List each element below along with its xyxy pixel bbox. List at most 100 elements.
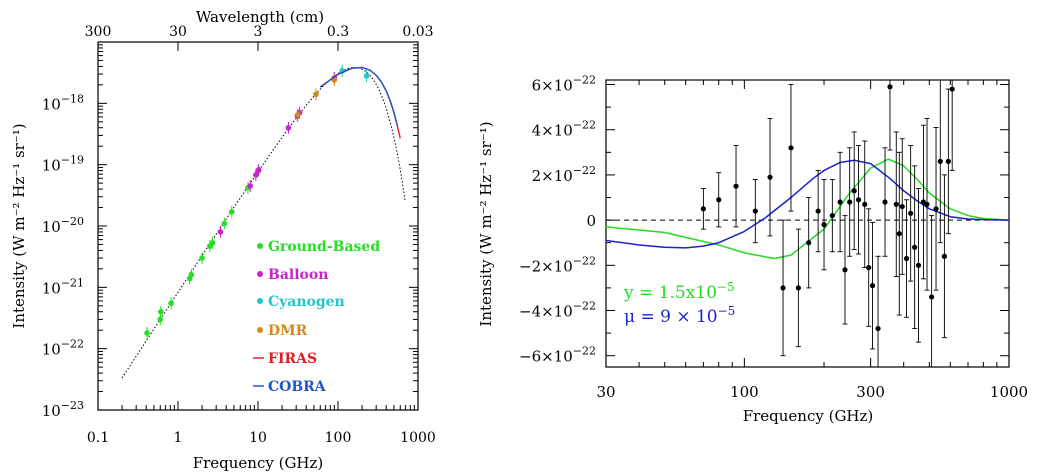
right-x-tick-label: 100 (730, 383, 759, 401)
right-data-point (733, 183, 739, 189)
left-y-tick-label: 10−21 (42, 276, 84, 297)
right-curve-mu-distortion (606, 159, 1009, 249)
right-data-point (806, 240, 812, 246)
right-data-point (937, 158, 943, 164)
left-plot-frame (97, 41, 419, 411)
right-data-point (752, 208, 758, 214)
right-data-point (915, 262, 922, 268)
legend-item-cobra: COBRA (253, 379, 327, 395)
left-plot-area (121, 64, 406, 379)
right-data-point (795, 285, 801, 291)
left-point-balloon (247, 183, 254, 189)
right-data-point (862, 201, 868, 207)
left-y-tick-label: 10−22 (42, 338, 84, 359)
legend-marker-cyanogen (257, 298, 263, 304)
right-data-point (851, 188, 857, 194)
right-x-tick-label: 300 (856, 383, 885, 401)
right-data-point (893, 201, 899, 207)
right-curve-y-distortion (606, 158, 1009, 260)
left-x-tick-label: 1000 (400, 430, 436, 446)
right-plot-area (606, 80, 1009, 367)
left-y-tick-labels: 10−23 10−22 10−21 10−20 10−19 10−18 (42, 92, 84, 420)
right-x-axis-title: Frequency (GHz) (743, 407, 874, 425)
right-data-point (875, 325, 881, 332)
legend-label-firas: FIRAS (268, 351, 317, 367)
left-x-axis-title: Frequency (GHz) (193, 454, 324, 472)
left-x-tick-label: 10 (249, 430, 267, 446)
left-y-tick-label: 10−20 (42, 215, 84, 236)
left-point-cyanogen (363, 73, 370, 79)
right-panel: 30 100 300 1000 6×10−22 4×10−22 2×10−22 0 −2×10… (477, 74, 1028, 425)
right-data-point (899, 203, 905, 210)
right-data-point (716, 197, 722, 203)
right-data-point (887, 84, 893, 90)
right-y-tick-label: 0 (586, 212, 596, 230)
legend-item-cyanogen: Cyanogen (257, 294, 345, 310)
right-ticks (605, 80, 1010, 367)
right-data-point (821, 222, 827, 228)
right-y-tick-labels: 6×10−22 4×10−22 2×10−22 0 −2×10−22 −4×10−22 −6… (519, 74, 596, 366)
right-annotations: y = 1.5x10−5 μ = 9 × 10−5 (623, 280, 735, 327)
left-point-ground-based (168, 300, 174, 307)
left-series-line-cobra (319, 66, 398, 126)
left-top-tick-label: 300 (85, 24, 112, 40)
left-top-tick-label: 3 (254, 24, 263, 40)
right-data-point (896, 231, 902, 237)
left-y-tick-label: 10−19 (42, 154, 84, 175)
legend-item-dmr: DMR (257, 323, 308, 339)
annotation-mu-distortion: μ = 9 × 10−5 (624, 304, 735, 327)
right-data-point (842, 267, 848, 273)
legend-item-balloon: Balloon (257, 267, 328, 283)
right-data-point (866, 264, 872, 271)
right-data-point (869, 283, 876, 289)
right-data-point (941, 253, 947, 259)
legend-label-balloon: Balloon (268, 267, 328, 283)
left-top-tick-labels: 300 30 3 0.3 0.03 (85, 24, 434, 40)
right-x-tick-labels: 30 100 300 1000 (596, 383, 1028, 401)
left-point-ground-based (199, 255, 205, 261)
right-data-point (837, 199, 843, 205)
legend-marker-dmr (257, 327, 263, 333)
left-y-axis-title: Intensity (W m⁻² Hz⁻¹ sr⁻¹) (10, 123, 28, 328)
right-data-point (882, 199, 888, 205)
left-point-ground-based (144, 330, 150, 336)
right-plot-inner (606, 80, 1009, 367)
left-panel: Wavelength (cm) 300 30 3 0.3 0.03 0.1 1 10 100 1… (10, 8, 436, 472)
left-point-balloon (285, 124, 292, 131)
right-data-point (929, 294, 935, 300)
right-data-point (815, 208, 821, 214)
left-top-tick-label: 0.3 (327, 24, 349, 40)
right-data-point (767, 174, 773, 180)
left-legend: Ground-Based Balloon Cyanogen DMR FIRAS … (253, 239, 380, 395)
left-point-balloon (217, 229, 224, 235)
right-data-point (788, 145, 794, 151)
legend-label-ground-based: Ground-Based (268, 239, 380, 255)
right-data-point (780, 285, 786, 291)
legend-marker-balloon (257, 271, 263, 277)
right-data-point (924, 201, 930, 207)
left-point-ground-based (228, 209, 235, 215)
left-x-tick-label: 0.1 (87, 430, 109, 446)
right-y-tick-label: 6×10−22 (532, 74, 596, 95)
right-y-tick-label: −4×10−22 (519, 300, 596, 321)
left-y-tick-label: 10−18 (42, 92, 84, 113)
right-y-tick-label: 4×10−22 (532, 119, 596, 140)
legend-label-dmr: DMR (268, 323, 308, 339)
left-point-balloon (255, 167, 262, 173)
right-data-point (949, 86, 955, 92)
right-data-point (829, 212, 835, 219)
legend-item-firas: FIRAS (253, 351, 317, 367)
legend-label-cyanogen: Cyanogen (268, 294, 345, 310)
left-top-axis-title: Wavelength (cm) (196, 8, 324, 26)
legend-marker-ground-based (257, 243, 263, 249)
left-point-ground-based (209, 240, 216, 246)
left-point-ground-based (158, 308, 164, 315)
right-y-tick-label: 2×10−22 (532, 164, 596, 185)
left-point-dmr (313, 91, 319, 98)
left-ticks (97, 42, 419, 411)
right-data-point (855, 197, 862, 203)
left-x-tick-label: 1 (174, 430, 183, 446)
legend-item-ground-based: Ground-Based (257, 239, 380, 255)
left-y-tick-label: 10−23 (42, 399, 84, 420)
